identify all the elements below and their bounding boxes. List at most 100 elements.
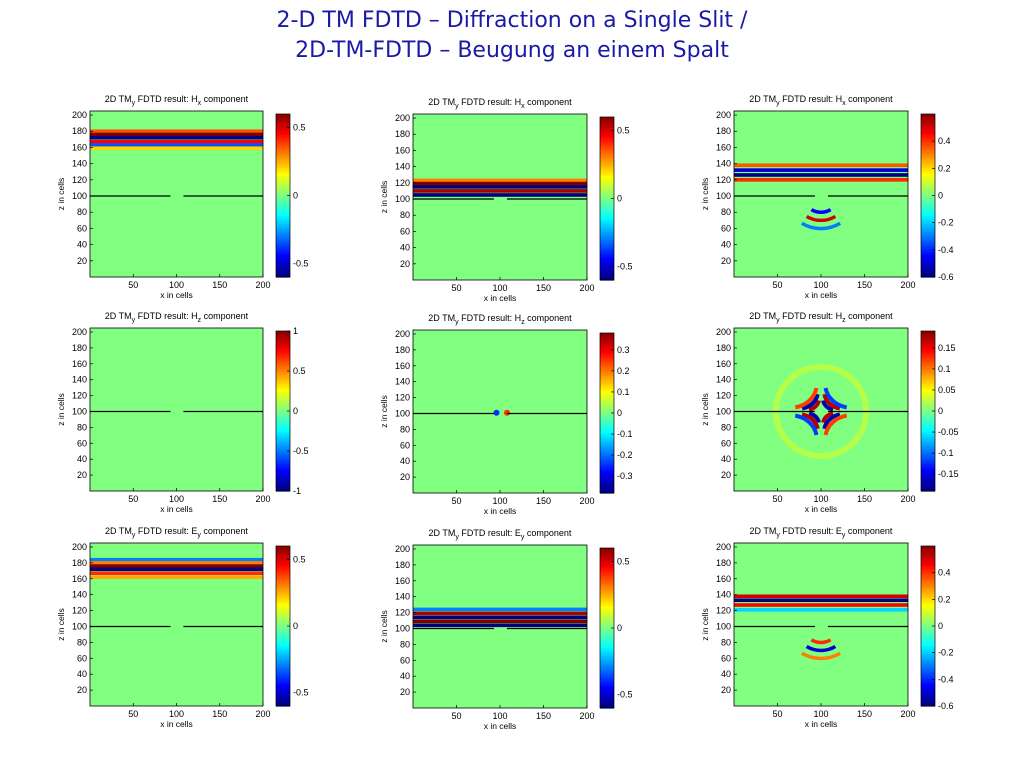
colorbar-step (921, 351, 935, 355)
colorbar-step (921, 563, 935, 567)
y-tick-label: 100 (395, 623, 410, 633)
colorbar-step (276, 220, 290, 225)
colorbar-step (921, 478, 935, 482)
colorbar-step (276, 618, 290, 622)
heatmap-panel-9: 50 100 150 200 20 40 60 80 100 120 140 160 180 200 x i… (700, 526, 954, 729)
colorbar-step (600, 653, 614, 657)
colorbar-step (600, 213, 614, 217)
colorbar-step (276, 373, 290, 377)
y-tick-label: 80 (400, 639, 410, 649)
field-spot (493, 409, 500, 416)
x-tick-label: 150 (212, 280, 227, 290)
colorbar-step (921, 593, 935, 597)
colorbar-step (276, 271, 290, 276)
colorbar-step (921, 461, 935, 465)
colorbar-tick-label: 0.5 (293, 366, 306, 376)
colorbar-step (600, 333, 614, 337)
wave-band (90, 561, 263, 565)
colorbar-step (921, 656, 935, 660)
colorbar-step (921, 177, 935, 181)
colorbar-step (600, 558, 614, 562)
colorbar-step (921, 586, 935, 590)
colorbar-step (921, 433, 935, 437)
colorbar-step (600, 190, 614, 195)
colorbar-step (921, 426, 935, 430)
colorbar-tick-label: -0.1 (617, 429, 633, 439)
diffraction-ring (810, 208, 832, 215)
colorbar-step (276, 185, 290, 189)
colorbar-step (276, 147, 290, 151)
quadrupole-arc (808, 399, 821, 412)
colorbar-step (276, 408, 290, 412)
colorbar-step (921, 213, 935, 217)
x-axis-label: x in cells (160, 290, 193, 300)
colorbar-step (276, 338, 290, 342)
wave-band (413, 611, 587, 616)
colorbar-step (276, 651, 290, 655)
x-tick-label: 200 (255, 280, 270, 290)
colorbar-step (600, 343, 614, 347)
colorbar-step (921, 418, 935, 422)
colorbar-step (600, 236, 614, 240)
x-tick-label: 200 (579, 711, 594, 721)
x-tick-label: 150 (536, 711, 551, 721)
x-tick-label: 50 (128, 280, 138, 290)
colorbar-step (276, 167, 290, 171)
colorbar-step (921, 381, 935, 385)
y-tick-label: 160 (395, 145, 410, 155)
colorbar-step (600, 124, 614, 128)
field-layer (90, 328, 263, 491)
colorbar-step (921, 223, 935, 227)
colorbar-step (600, 218, 614, 223)
colorbar-step (276, 583, 290, 587)
colorbar-step (921, 185, 935, 189)
colorbar-step (600, 134, 614, 138)
colorbar-step (921, 596, 935, 600)
colorbar-step (921, 274, 935, 278)
y-tick-label: 180 (72, 343, 87, 353)
colorbar-step (276, 116, 290, 120)
quadrupole-arc (794, 387, 819, 410)
colorbar-step (921, 566, 935, 570)
colorbar-step (600, 680, 614, 684)
y-tick-label: 160 (72, 359, 87, 369)
colorbar-step (921, 200, 935, 204)
colorbar-step (600, 400, 614, 404)
x-tick-label: 150 (536, 283, 551, 293)
colorbar-step (921, 259, 935, 263)
colorbar-step (921, 180, 935, 184)
colorbar-step (276, 683, 290, 687)
colorbar: 1 0.5 0 -0.5 -1 (275, 326, 309, 496)
y-tick-label: 200 (72, 110, 87, 120)
colorbar-step (921, 376, 935, 380)
colorbar-step (276, 124, 290, 128)
colorbar-step (276, 666, 290, 670)
colorbar-step (276, 341, 290, 345)
y-tick-label: 140 (716, 159, 731, 169)
colorbar-step (600, 645, 614, 649)
colorbar-step (276, 443, 290, 447)
wave-band (413, 615, 587, 620)
colorbar-step (921, 353, 935, 357)
colorbar-step (276, 198, 290, 202)
colorbar: 0.4 0.2 0 -0.2 -0.4 -0.6 (920, 113, 954, 282)
x-tick-label: 150 (212, 709, 227, 719)
colorbar-step (921, 453, 935, 457)
colorbar-step (276, 259, 290, 263)
panel-title: 2D TMy FDTD result: Hz component (749, 311, 893, 324)
colorbar-step (600, 423, 614, 427)
colorbar-step (276, 548, 290, 552)
y-tick-label: 80 (77, 422, 87, 432)
colorbar-step (600, 418, 614, 422)
colorbar-tick-label: 0.3 (617, 345, 630, 355)
colorbar-step (276, 641, 290, 645)
colorbar-step (600, 162, 614, 166)
colorbar-step (276, 241, 290, 245)
y-tick-label: 200 (395, 113, 410, 123)
colorbar-step (921, 436, 935, 440)
colorbar-step (276, 256, 290, 260)
colorbar-tick-label: -0.2 (938, 218, 954, 228)
wave-band (413, 623, 587, 628)
colorbar-step (276, 356, 290, 360)
field-background (734, 328, 908, 491)
